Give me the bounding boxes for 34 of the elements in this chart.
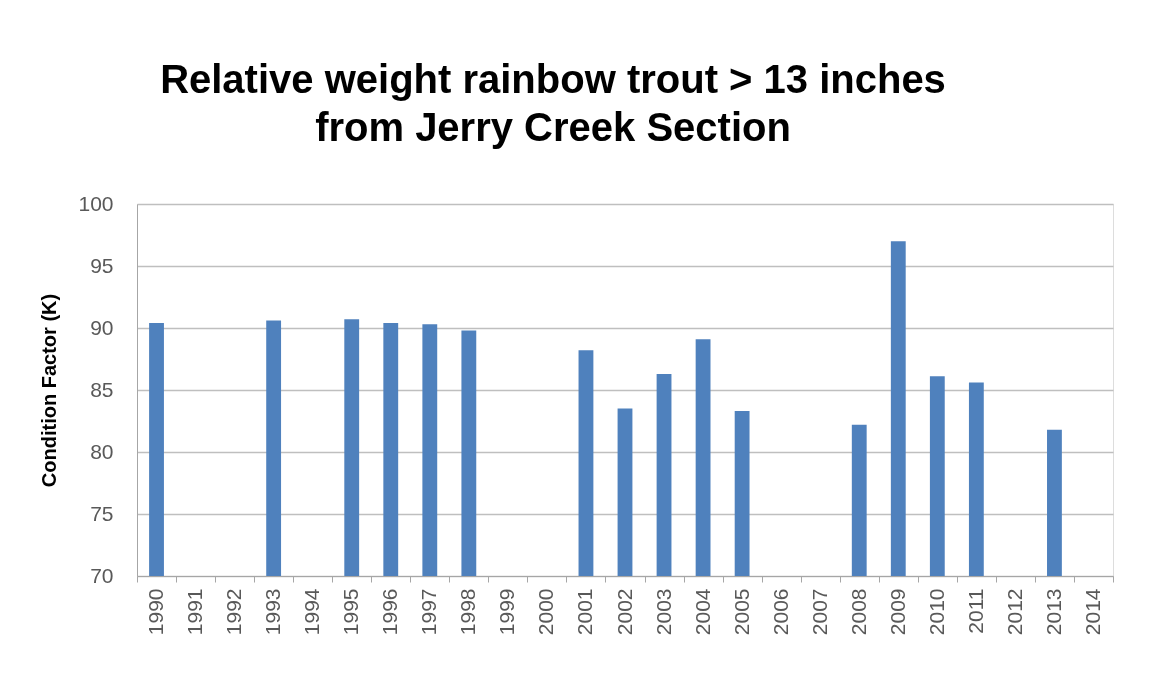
- y-tick-label: 70: [90, 563, 114, 587]
- chart-title: Relative weight rainbow trout > 13 inches from Jerry Creek Section: [160, 57, 946, 149]
- x-tick-label: 1993: [261, 588, 285, 636]
- x-tick-label: 1992: [222, 588, 246, 636]
- y-tick-label: 95: [90, 253, 114, 277]
- y-tick-label: 80: [90, 439, 114, 463]
- x-tick-label: 2010: [924, 588, 948, 636]
- x-tick-label: 2002: [612, 588, 636, 636]
- x-tick-label: 2014: [1080, 588, 1104, 636]
- x-tick-label: 2008: [846, 588, 870, 636]
- x-tick-label: 1996: [378, 588, 402, 636]
- y-tick-label: 85: [90, 377, 114, 401]
- x-tick-label: 1990: [144, 588, 168, 636]
- x-tick-label: 2006: [768, 588, 792, 636]
- x-tick-label: 2012: [1002, 588, 1026, 636]
- x-tick-label: 2000: [534, 588, 558, 636]
- x-tick-label: 1991: [183, 588, 207, 636]
- y-tick-label: 100: [78, 191, 114, 215]
- x-tick-label: 1998: [456, 588, 480, 636]
- x-tick-label: 2007: [807, 588, 831, 636]
- x-tick-label: 1995: [339, 588, 363, 636]
- y-axis-title: Condition Factor (K): [38, 293, 61, 488]
- y-tick-label: 75: [90, 501, 114, 525]
- x-tick-label: 2003: [651, 588, 675, 636]
- x-tick-label: 2004: [690, 588, 714, 636]
- x-tick-label: 2005: [729, 588, 753, 636]
- x-tick-label: 2001: [573, 588, 597, 636]
- x-tick-label: 1994: [300, 588, 324, 636]
- x-tick-label: 2011: [963, 588, 987, 634]
- x-tick-label: 2009: [885, 588, 909, 636]
- y-tick-label: 90: [90, 315, 114, 339]
- x-tick-label: 2013: [1041, 588, 1065, 636]
- x-tick-label: 1999: [495, 588, 519, 636]
- x-tick-label: 1997: [417, 588, 441, 636]
